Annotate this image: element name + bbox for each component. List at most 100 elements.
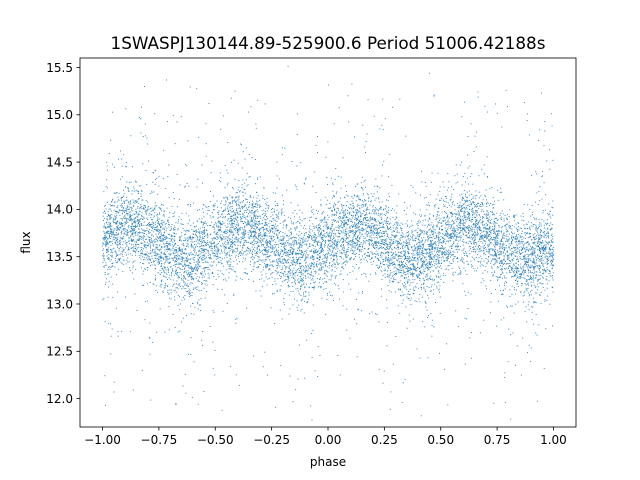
data-point <box>135 211 137 212</box>
data-point <box>447 241 449 243</box>
data-point <box>358 219 360 221</box>
data-point <box>451 262 453 264</box>
data-point <box>232 226 234 228</box>
data-point <box>401 242 403 244</box>
data-point <box>531 272 533 274</box>
data-point <box>157 225 159 227</box>
data-point <box>254 212 256 214</box>
data-point <box>475 249 477 251</box>
data-point <box>226 256 228 258</box>
data-point <box>293 245 295 247</box>
data-point <box>552 259 554 261</box>
data-point <box>435 237 437 239</box>
data-point <box>135 231 137 233</box>
data-point <box>223 250 225 252</box>
data-point <box>539 250 541 252</box>
data-point <box>427 231 429 233</box>
data-point <box>277 229 279 231</box>
data-point <box>254 228 256 230</box>
data-point <box>278 254 279 256</box>
data-point <box>267 250 269 252</box>
data-point <box>398 251 400 253</box>
data-point <box>469 201 471 203</box>
data-point <box>121 213 123 215</box>
data-point <box>265 242 267 244</box>
data-point <box>485 248 487 250</box>
data-point <box>380 269 382 271</box>
data-point <box>165 230 167 232</box>
data-point <box>401 302 403 304</box>
data-point <box>458 266 460 268</box>
data-point <box>135 220 137 222</box>
data-point <box>192 257 194 259</box>
data-point <box>285 225 287 227</box>
data-point <box>410 185 412 187</box>
data-point <box>473 151 475 153</box>
data-point <box>516 229 518 231</box>
data-point <box>159 256 161 258</box>
data-point <box>330 236 332 238</box>
data-point <box>214 205 216 207</box>
data-point <box>536 173 538 175</box>
data-point <box>285 248 287 250</box>
data-point <box>370 232 372 234</box>
data-point <box>506 223 508 225</box>
data-point <box>351 225 353 227</box>
data-point <box>545 328 547 330</box>
data-point <box>299 256 301 258</box>
data-point <box>485 250 487 252</box>
data-point <box>291 277 293 279</box>
data-point <box>370 193 372 195</box>
data-point <box>265 219 267 221</box>
data-point <box>528 264 530 266</box>
data-point <box>433 231 435 233</box>
data-point <box>518 240 520 242</box>
data-point <box>178 259 180 260</box>
data-point <box>456 217 458 219</box>
data-point <box>203 230 205 232</box>
data-point <box>289 244 291 246</box>
data-point <box>385 206 387 208</box>
data-point <box>432 230 434 232</box>
data-point <box>288 230 290 232</box>
data-point <box>276 273 278 275</box>
data-point <box>523 257 525 259</box>
data-point <box>474 270 476 272</box>
data-point <box>344 197 346 199</box>
data-point <box>332 224 334 226</box>
data-point <box>421 296 423 298</box>
data-point <box>233 249 235 251</box>
data-point <box>421 240 423 242</box>
data-point <box>234 271 236 273</box>
data-point <box>387 251 389 253</box>
data-point <box>312 279 314 281</box>
data-point <box>110 225 112 227</box>
data-point <box>452 227 454 229</box>
data-point <box>281 250 283 252</box>
data-point <box>408 269 410 271</box>
data-point <box>500 294 502 296</box>
data-point <box>363 258 365 260</box>
data-point <box>210 233 212 235</box>
data-point <box>191 239 193 241</box>
data-point <box>490 280 492 282</box>
data-point <box>245 230 247 232</box>
data-point <box>294 264 296 266</box>
data-point <box>205 252 207 254</box>
data-point <box>332 251 334 253</box>
data-point <box>244 158 246 160</box>
data-point <box>235 219 237 221</box>
data-point <box>229 203 231 205</box>
data-point <box>484 235 486 237</box>
data-point <box>391 263 393 265</box>
data-point <box>404 253 406 255</box>
data-point <box>441 197 443 199</box>
data-point <box>289 249 291 251</box>
data-point <box>511 276 513 278</box>
data-point <box>288 313 290 315</box>
data-point <box>467 255 469 257</box>
data-point <box>341 209 343 211</box>
data-point <box>501 268 503 270</box>
data-point <box>427 266 429 268</box>
data-point <box>190 244 192 246</box>
